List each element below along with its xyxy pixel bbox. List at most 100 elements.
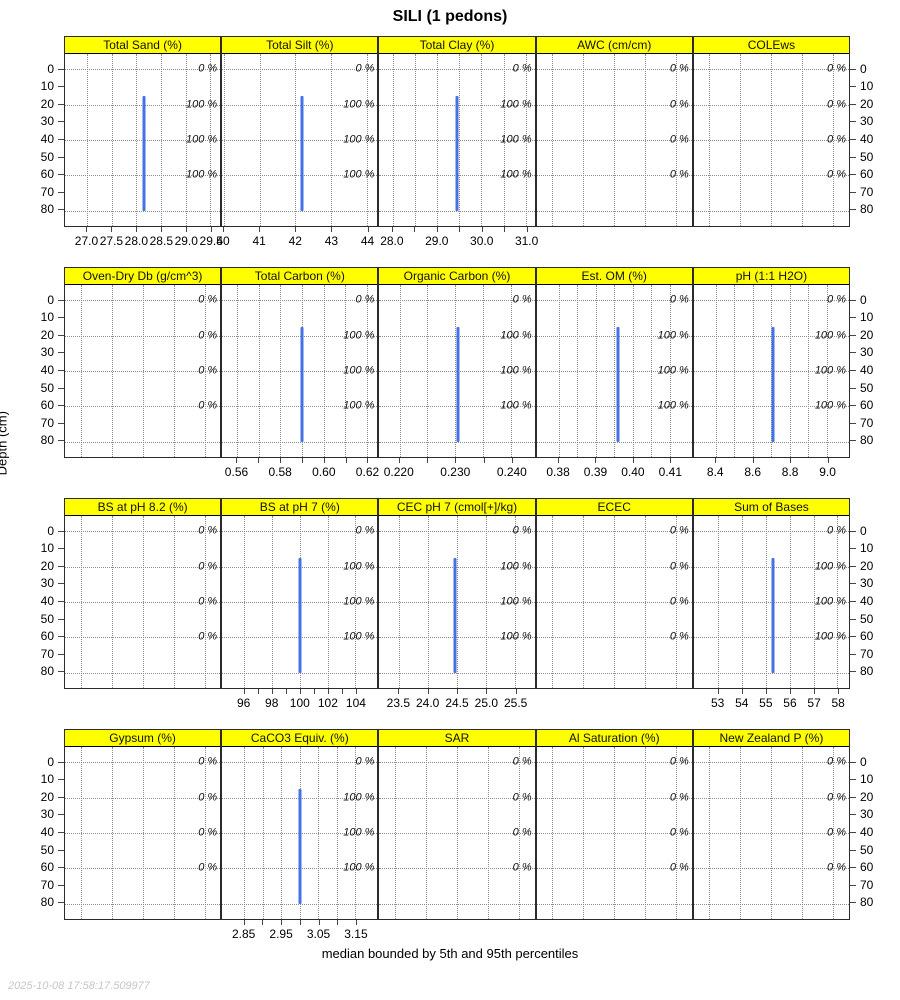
depth-gridline — [379, 566, 535, 568]
panel-plot: 0 % 0 % 0 % 0 % — [65, 747, 221, 919]
x-tick-mark — [504, 227, 506, 232]
x-tick-mark — [398, 689, 400, 694]
panel-row: 0 10 20 30 40 50 60 70 80 Gypsum (%) 0 % 0 % 0 % 0 % C… — [0, 729, 900, 960]
contributing-fraction-label: 0 % — [198, 630, 218, 643]
depth-tick-mark — [850, 86, 856, 88]
depth-tick-mark — [58, 548, 64, 550]
depth-tick-label: 70 — [40, 415, 54, 430]
contributing-fraction-label: 0 % — [198, 595, 218, 608]
x-tick-mark — [790, 458, 792, 463]
depth-tick-mark — [58, 832, 64, 833]
contributing-fraction-label: 100 % — [500, 97, 532, 110]
contributing-fraction-label: 0 % — [198, 861, 218, 874]
x-tick-label: 0.58 — [268, 465, 292, 479]
depth-gridline — [536, 371, 692, 372]
depth-gridline — [65, 797, 221, 799]
x-tick-mark — [345, 458, 347, 463]
depth-gridline — [536, 531, 692, 533]
depth-gridline — [536, 335, 692, 337]
depth-tick-label: 80 — [860, 664, 874, 679]
x-tick-label: 31.0 — [514, 234, 539, 248]
x-tick-label: 53 — [710, 696, 725, 710]
panel-est-om-: Est. OM (%) 0 % 100 % 100 % 100 % 0.38 0.39 0.4… — [535, 267, 693, 498]
panel-plot: 0 % 100 % 100 % 100 % — [379, 516, 535, 688]
depth-gridline — [536, 175, 692, 177]
depth-tick-mark — [58, 796, 64, 798]
depth-gridline — [693, 531, 850, 533]
depth-tick-label: 20 — [860, 558, 874, 573]
x-tick-label: 0.60 — [312, 465, 336, 479]
x-tick-label: 42 — [288, 234, 302, 248]
x-tick-mark — [271, 689, 273, 694]
depth-gridline — [379, 637, 535, 639]
panel-x-axis: 96 98 100 102 104 — [221, 689, 378, 729]
depth-axis-right: 0 10 20 30 40 50 60 70 80 — [850, 267, 900, 498]
depth-tick-mark — [850, 156, 856, 158]
contributing-fraction-label: 0 % — [512, 826, 532, 839]
panel-colews: COLEws 0 % 0 % 0 % 0 % — [692, 36, 851, 267]
x-tick-mark — [301, 458, 303, 463]
panel-strip: Organic Carbon (%) — [379, 268, 535, 285]
depth-tick-label: 30 — [40, 114, 54, 129]
depth-gridline — [379, 210, 535, 212]
x-tick-label: 2.95 — [269, 927, 293, 941]
depth-tick-mark — [58, 653, 64, 655]
depth-tick-label: 50 — [860, 149, 874, 164]
depth-axis-right: 0 10 20 30 40 50 60 70 80 — [850, 498, 900, 729]
depth-gridline — [222, 371, 378, 372]
depth-gridline — [222, 762, 378, 764]
depth-gridline — [693, 140, 850, 141]
depth-gridline — [65, 210, 221, 212]
depth-gridline — [222, 300, 378, 302]
x-tick-label: 29.5 — [199, 234, 223, 248]
x-tick-label: 0.220 — [383, 465, 414, 479]
depth-gridline — [536, 833, 692, 834]
x-tick-mark — [299, 920, 301, 925]
depth-tick-label: 50 — [40, 380, 54, 395]
depth-tick-mark — [850, 814, 856, 816]
x-tick-mark — [457, 689, 458, 694]
depth-tick-mark — [58, 671, 64, 673]
x-tick-mark — [398, 458, 400, 463]
panel-x-axis — [536, 689, 693, 729]
depth-tick-mark — [58, 565, 64, 567]
contributing-fraction-label: 0 % — [669, 595, 689, 608]
contributing-fraction-label: 100 % — [343, 595, 375, 608]
panel-plot: 0 % 100 % 100 % 100 % — [222, 747, 378, 919]
x-tick-mark — [331, 227, 333, 232]
x-tick-mark — [526, 227, 528, 232]
depth-tick-label: 40 — [40, 132, 54, 146]
x-tick-mark — [285, 689, 287, 694]
panel-box: Sum of Bases 0 % 100 % 100 % 100 % — [692, 498, 851, 689]
x-tick-label: 28.5 — [149, 234, 173, 248]
contributing-fraction-label: 0 % — [198, 399, 218, 412]
x-tick-mark — [670, 458, 672, 463]
contributing-fraction-label: 0 % — [198, 328, 218, 341]
x-tick-mark — [595, 458, 597, 463]
x-tick-mark — [136, 227, 138, 232]
depth-gridline — [536, 300, 692, 302]
depth-tick-label: 50 — [40, 611, 54, 626]
depth-gridline — [65, 833, 221, 834]
depth-gridline — [65, 69, 221, 71]
depth-gridline — [222, 140, 378, 141]
depth-gridline — [65, 566, 221, 568]
contributing-fraction-label: 0 % — [669, 755, 689, 768]
depth-tick-label: 20 — [860, 327, 874, 342]
contributing-fraction-label: 0 % — [198, 755, 218, 768]
depth-tick-label: 40 — [860, 825, 874, 839]
contributing-fraction-label: 0 % — [827, 97, 847, 110]
depth-tick-label: 80 — [40, 664, 54, 679]
contributing-fraction-label: 0 % — [669, 790, 689, 803]
contributing-fraction-label: 0 % — [827, 524, 847, 537]
depth-tick-label: 40 — [40, 825, 54, 839]
depth-gridline — [693, 300, 850, 302]
depth-tick-label: 80 — [40, 202, 54, 217]
x-tick-label: 0.40 — [621, 465, 645, 479]
panel-box: Al Saturation (%) 0 % 0 % 0 % 0 % — [535, 729, 693, 920]
contributing-fraction-label: 100 % — [814, 559, 847, 572]
panel-strip: Gypsum (%) — [65, 730, 221, 747]
panel-plot: 0 % 0 % 0 % 0 % — [693, 747, 850, 919]
depth-tick-label: 60 — [860, 398, 874, 413]
x-tick-label: 8.8 — [781, 465, 799, 479]
